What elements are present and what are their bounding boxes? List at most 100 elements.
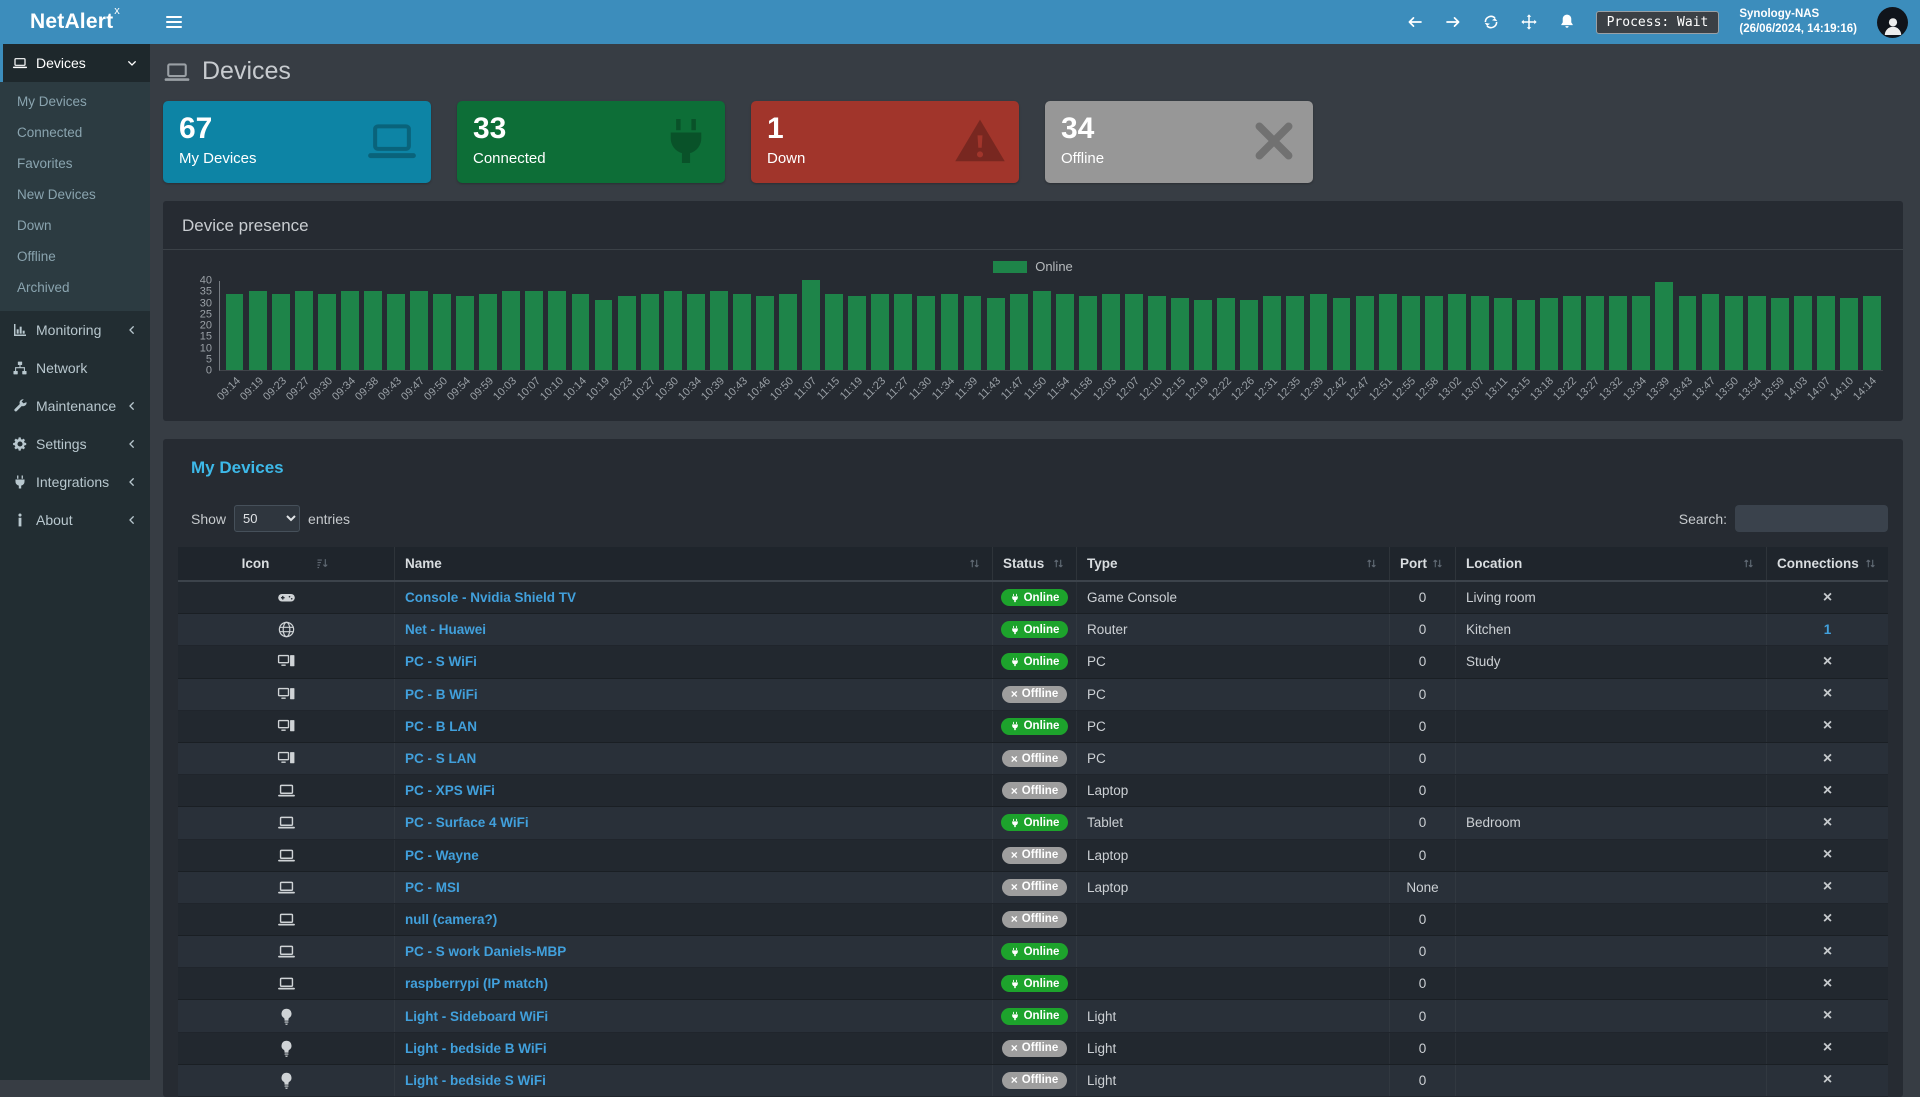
device-name-link[interactable]: Net - Huawei — [405, 622, 487, 638]
column-header-connections[interactable]: Connections — [1767, 547, 1888, 580]
no-connections-x-icon[interactable]: × — [1822, 846, 1833, 864]
chart-bar[interactable] — [387, 293, 405, 370]
chart-bar[interactable] — [1863, 295, 1881, 370]
sidebar-toggle-button[interactable] — [152, 0, 196, 44]
table-row-pc-b-lan[interactable]: PC - B LAN Online PC 0 × — [178, 710, 1888, 743]
sidebar-subitem-connected[interactable]: Connected — [17, 125, 83, 140]
chart-bar[interactable] — [525, 291, 544, 370]
chart-bar[interactable] — [1309, 293, 1328, 370]
chart-bar[interactable] — [1678, 295, 1697, 370]
column-header-location[interactable]: Location — [1456, 547, 1767, 580]
chart-bar[interactable] — [986, 298, 1005, 370]
table-row-pc-s-wifi[interactable]: PC - S WiFi Online PC 0 Study × — [178, 646, 1888, 679]
chart-bar[interactable] — [271, 293, 290, 370]
device-name-link[interactable]: PC - S work Daniels-MBP — [405, 944, 567, 960]
chart-bar[interactable] — [1194, 300, 1213, 370]
chart-bar[interactable] — [502, 291, 521, 370]
chart-bar[interactable] — [940, 293, 959, 370]
stat-card-offline[interactable]: 34 Offline — [1045, 101, 1313, 183]
chart-bar[interactable] — [825, 293, 844, 370]
chart-bar[interactable] — [1701, 293, 1720, 370]
no-connections-x-icon[interactable]: × — [1822, 910, 1833, 928]
page-size-select[interactable]: 50 — [234, 505, 301, 532]
chart-bar[interactable] — [756, 295, 774, 370]
chart-bar[interactable] — [1424, 295, 1443, 370]
chart-bar[interactable] — [1540, 298, 1559, 370]
device-name-link[interactable]: PC - S WiFi — [405, 654, 477, 670]
device-name-link[interactable]: PC - S LAN — [405, 751, 477, 767]
chart-bar[interactable] — [1655, 282, 1674, 370]
device-name-link[interactable]: Light - bedside S WiFi — [405, 1072, 546, 1088]
chart-bar[interactable] — [617, 295, 636, 370]
chart-bar[interactable] — [1171, 298, 1190, 370]
search-input[interactable] — [1735, 505, 1888, 532]
chart-bar[interactable] — [894, 293, 913, 370]
chart-bar[interactable] — [1286, 295, 1305, 370]
table-row-light-bedside-s-wifi[interactable]: Light - bedside S WiFi × Offline Light 0 … — [178, 1064, 1888, 1097]
table-row-raspberrypi-ip-match[interactable]: raspberrypi (IP match) Online 0 × — [178, 968, 1888, 1001]
chart-bar[interactable] — [779, 293, 797, 370]
app-logo[interactable]: NetAlertx — [0, 0, 150, 44]
sidebar-subitem-favorites[interactable]: Favorites — [17, 156, 73, 171]
chart-bar[interactable] — [548, 291, 567, 370]
device-name-link[interactable]: Console - Nvidia Shield TV — [405, 590, 577, 606]
chart-bar[interactable] — [963, 295, 982, 370]
chart-bar[interactable] — [1355, 295, 1374, 370]
stat-card-connected[interactable]: 33 Connected — [457, 101, 725, 183]
chart-bar[interactable] — [871, 293, 890, 370]
chart-bar[interactable] — [363, 291, 382, 370]
no-connections-x-icon[interactable]: × — [1822, 652, 1833, 670]
chart-bar[interactable] — [1078, 295, 1097, 370]
chart-bar[interactable] — [1378, 293, 1397, 370]
device-name-link[interactable]: Light - bedside B WiFi — [405, 1040, 547, 1056]
chart-bar[interactable] — [571, 293, 590, 370]
chart-bar[interactable] — [1032, 291, 1051, 370]
device-name-link[interactable]: PC - Surface 4 WiFi — [405, 815, 529, 831]
table-row-pc-msi[interactable]: PC - MSI × Offline Laptop None × — [178, 871, 1888, 904]
chart-bar[interactable] — [248, 291, 267, 370]
chart-bar[interactable] — [1563, 295, 1582, 370]
chart-bar[interactable] — [1793, 295, 1812, 370]
stat-card-down[interactable]: 1 Down — [751, 101, 1019, 183]
chart-bar[interactable] — [917, 295, 936, 370]
chart-bar[interactable] — [594, 300, 613, 370]
no-connections-x-icon[interactable]: × — [1822, 974, 1833, 992]
no-connections-x-icon[interactable]: × — [1822, 781, 1833, 799]
chart-bar[interactable] — [1632, 295, 1651, 370]
chart-bar[interactable] — [1101, 293, 1120, 370]
chart-bar[interactable] — [410, 291, 428, 370]
move-icon[interactable] — [1520, 13, 1538, 31]
sidebar-item-maintenance[interactable]: Maintenance — [0, 387, 150, 425]
chart-bar[interactable] — [1770, 298, 1789, 370]
chart-bar[interactable] — [294, 291, 313, 370]
no-connections-x-icon[interactable]: × — [1822, 749, 1833, 767]
chart-bar[interactable] — [1839, 298, 1858, 370]
sidebar-item-integrations[interactable]: Integrations — [0, 463, 150, 501]
chart-bar[interactable] — [456, 295, 475, 370]
chart-bar[interactable] — [732, 293, 751, 370]
chart-bar[interactable] — [802, 280, 821, 370]
chart-legend[interactable]: Online — [163, 250, 1903, 274]
user-avatar[interactable] — [1877, 6, 1908, 38]
sidebar-item-about[interactable]: About — [0, 501, 150, 539]
chart-bar[interactable] — [225, 293, 244, 370]
no-connections-x-icon[interactable]: × — [1822, 685, 1833, 703]
sidebar-item-settings[interactable]: Settings — [0, 425, 150, 463]
chart-bar[interactable] — [1125, 293, 1143, 370]
sidebar-subitem-offline[interactable]: Offline — [17, 249, 56, 264]
chart-bar[interactable] — [709, 291, 728, 370]
chart-bar[interactable] — [1240, 300, 1259, 370]
nav-back-icon[interactable] — [1406, 13, 1424, 31]
device-name-link[interactable]: PC - Wayne — [405, 847, 479, 863]
sidebar-subitem-down[interactable]: Down — [17, 218, 52, 233]
column-header-name[interactable]: Name — [395, 547, 993, 580]
sidebar-subitem-my-devices[interactable]: My Devices — [17, 94, 87, 109]
table-row-pc-wayne[interactable]: PC - Wayne × Offline Laptop 0 × — [178, 839, 1888, 872]
no-connections-x-icon[interactable]: × — [1822, 588, 1833, 606]
sidebar-subitem-archived[interactable]: Archived — [17, 280, 70, 295]
chart-bar[interactable] — [340, 291, 359, 370]
column-header-port[interactable]: Port — [1390, 547, 1456, 580]
device-name-link[interactable]: PC - XPS WiFi — [405, 783, 495, 799]
table-row-pc-s-lan[interactable]: PC - S LAN × Offline PC 0 × — [178, 742, 1888, 776]
no-connections-x-icon[interactable]: × — [1822, 1039, 1833, 1057]
